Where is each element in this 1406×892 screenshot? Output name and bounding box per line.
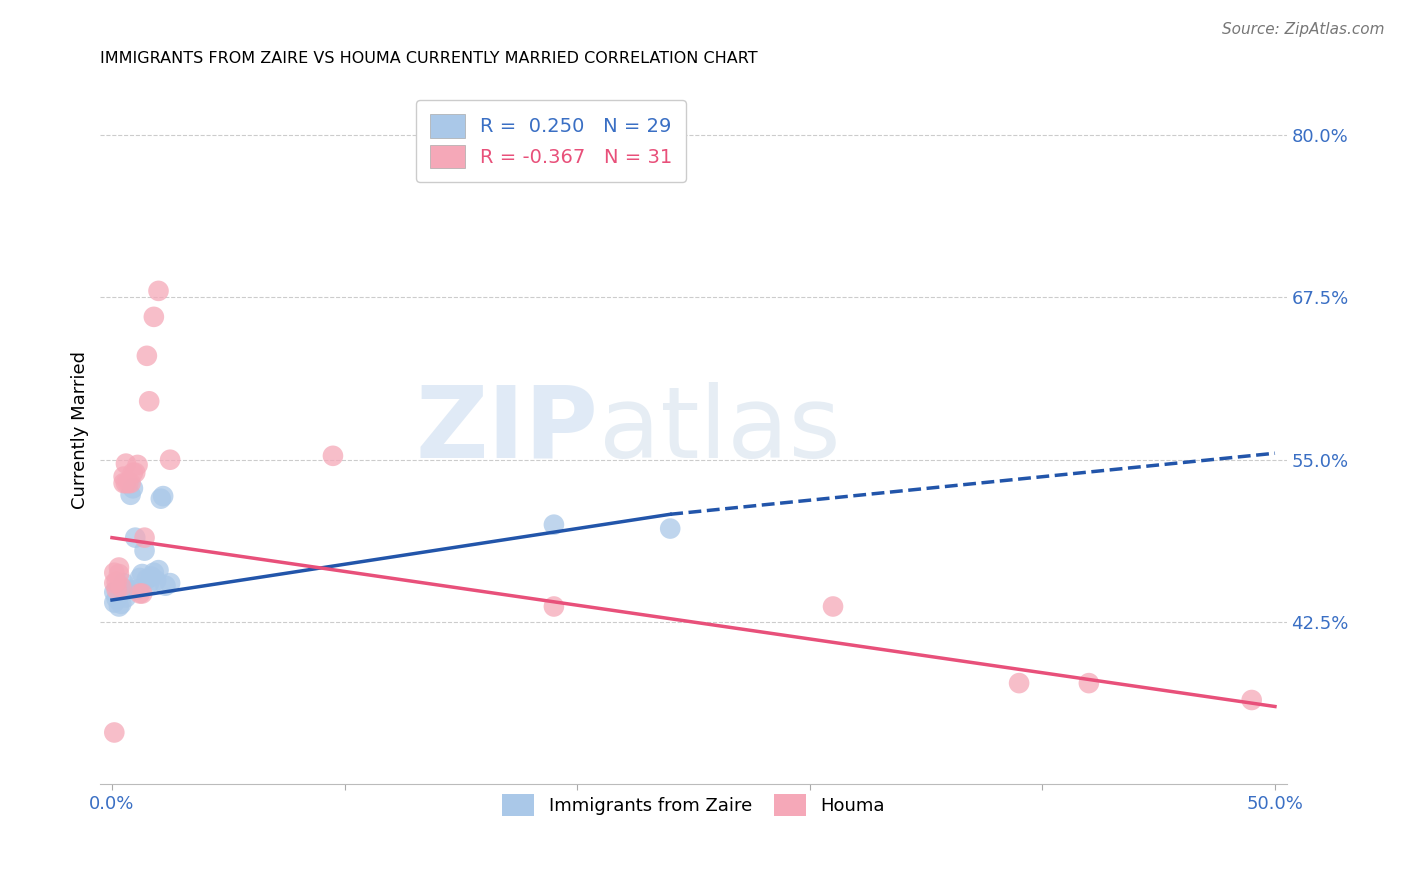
Point (155, 579, 177, 593)
Text: IMMIGRANTS FROM ZAIRE VS HOUMA CURRENTLY MARRIED CORRELATION CHART: IMMIGRANTS FROM ZAIRE VS HOUMA CURRENTLY… (100, 51, 758, 66)
Point (128, 586, 150, 600)
Point (138, 576, 160, 591)
Point (141, 569, 163, 583)
Point (115, 457, 138, 471)
Point (659, 522, 682, 536)
Point (145, 574, 167, 588)
Point (115, 591, 138, 605)
Point (110, 580, 132, 594)
Point (127, 458, 149, 472)
Point (1240, 693, 1263, 707)
Point (108, 567, 131, 582)
Point (103, 596, 125, 610)
Point (142, 566, 165, 580)
Point (117, 582, 139, 597)
Point (112, 476, 135, 491)
Point (112, 469, 135, 483)
Point (152, 489, 174, 503)
Point (112, 583, 135, 598)
Point (117, 476, 139, 491)
Point (322, 449, 344, 463)
Point (108, 599, 131, 614)
Point (159, 576, 181, 591)
Point (142, 310, 165, 324)
Point (134, 531, 156, 545)
Point (103, 725, 125, 739)
Text: Source: ZipAtlas.com: Source: ZipAtlas.com (1222, 22, 1385, 37)
Point (122, 481, 145, 495)
Point (134, 543, 156, 558)
Point (124, 466, 146, 480)
Point (127, 582, 149, 597)
Point (159, 452, 181, 467)
Point (1077, 676, 1099, 690)
Point (122, 466, 145, 480)
Point (112, 576, 135, 591)
Point (1008, 676, 1031, 690)
Point (148, 284, 170, 298)
Point (120, 476, 142, 491)
Point (110, 597, 132, 611)
Point (149, 491, 172, 506)
Point (105, 591, 128, 606)
Point (543, 517, 565, 532)
Point (124, 531, 146, 545)
Point (138, 394, 160, 409)
Point (131, 586, 153, 600)
Point (108, 560, 131, 574)
Point (108, 589, 131, 603)
Text: atlas: atlas (599, 382, 841, 479)
Point (115, 476, 138, 491)
Point (543, 599, 565, 614)
Point (103, 585, 125, 599)
Text: ZIP: ZIP (416, 382, 599, 479)
Legend: Immigrants from Zaire, Houma: Immigrants from Zaire, Houma (492, 785, 894, 825)
Point (105, 574, 128, 589)
Point (105, 582, 128, 597)
Point (821, 599, 844, 614)
Point (103, 566, 125, 580)
Point (131, 567, 153, 582)
Point (128, 571, 150, 585)
Point (135, 572, 157, 586)
Y-axis label: Currently Married: Currently Married (72, 351, 89, 509)
Point (148, 563, 170, 577)
Point (135, 349, 157, 363)
Point (103, 576, 125, 591)
Point (120, 488, 142, 502)
